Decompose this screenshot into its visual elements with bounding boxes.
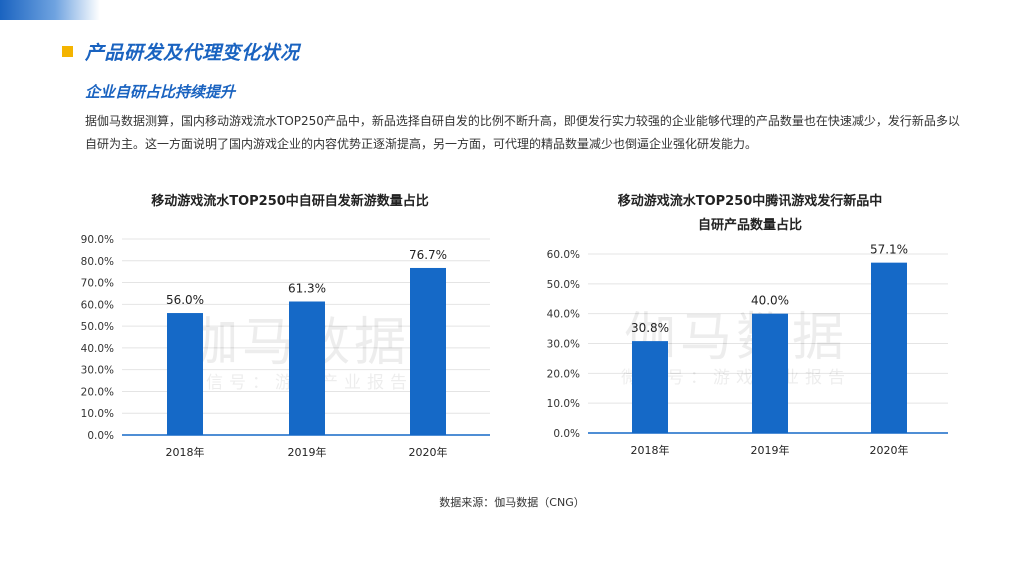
chart2-bar	[871, 262, 907, 433]
chart1-x-tick-label: 2019年	[288, 445, 327, 459]
chart2-x-tick-label: 2019年	[751, 443, 790, 457]
title-marker-icon	[62, 46, 73, 57]
chart1-x-tick-label: 2020年	[409, 445, 448, 459]
chart2-value-label: 40.0%	[751, 294, 789, 308]
chart1-y-tick-label: 70.0%	[81, 278, 114, 290]
chart1-y-tick-label: 0.0%	[87, 430, 114, 442]
chart1-y-tick-label: 40.0%	[81, 343, 114, 355]
chart2-bar	[632, 341, 668, 433]
chart2-title-line-1: 移动游戏流水TOP250中腾讯游戏发行新品中	[617, 194, 883, 209]
chart2-y-tick-label: 60.0%	[547, 249, 580, 261]
chart1-x-tick-label: 2018年	[166, 445, 205, 459]
chart2-value-label: 57.1%	[870, 243, 908, 257]
chart2-y-tick-label: 20.0%	[547, 368, 580, 380]
chart2-y-tick-label: 40.0%	[547, 309, 580, 321]
chart1-bar	[410, 267, 446, 435]
chart2-x-tick-label: 2020年	[870, 443, 909, 457]
chart1-y-tick-label: 30.0%	[81, 365, 114, 377]
page-title-row: 产品研发及代理变化状况	[62, 38, 300, 65]
section-subtitle: 企业自研占比持续提升	[85, 83, 236, 101]
chart1-y-tick-label: 90.0%	[81, 234, 114, 246]
page-title: 产品研发及代理变化状况	[85, 42, 300, 64]
data-source: 数据来源：伽马数据（CNG）	[439, 496, 585, 509]
chart2-title: 移动游戏流水TOP250中腾讯游戏发行新品中 自研产品数量占比	[530, 190, 970, 238]
intro-paragraph: 据伽马数据测算，国内移动游戏流水TOP250产品中，新品选择自研自发的比例不断升…	[85, 114, 960, 151]
chart2-y-tick-label: 50.0%	[547, 279, 580, 291]
chart1-value-label: 56.0%	[166, 293, 204, 307]
chart1-y-tick-label: 10.0%	[81, 408, 114, 420]
chart1-y-tick-label: 60.0%	[81, 299, 114, 311]
chart1-value-label: 76.7%	[409, 248, 447, 262]
chart2-bar	[752, 313, 788, 433]
chart2-y-tick-label: 0.0%	[553, 428, 580, 440]
chart1-value-label: 61.3%	[288, 282, 326, 296]
chart1-bar	[167, 313, 203, 435]
chart2-y-tick-label: 30.0%	[547, 339, 580, 351]
chart1-title: 移动游戏流水TOP250中自研自发新游数量占比	[60, 190, 520, 214]
chart1-bar	[289, 301, 325, 435]
chart2-title-line-2: 自研产品数量占比	[697, 218, 802, 233]
chart1-title-line: 移动游戏流水TOP250中自研自发新游数量占比	[151, 194, 429, 209]
chart2-value-label: 30.8%	[631, 321, 669, 335]
chart2-watermark-sub: 微信号：游戏产业报告	[621, 368, 851, 388]
corner-accent-bar	[0, 0, 100, 20]
chart1-y-tick-label: 80.0%	[81, 256, 114, 268]
chart1-y-tick-label: 50.0%	[81, 321, 114, 333]
chart2-y-tick-label: 10.0%	[547, 398, 580, 410]
chart2-x-tick-label: 2018年	[631, 443, 670, 457]
chart1-y-tick-label: 20.0%	[81, 386, 114, 398]
